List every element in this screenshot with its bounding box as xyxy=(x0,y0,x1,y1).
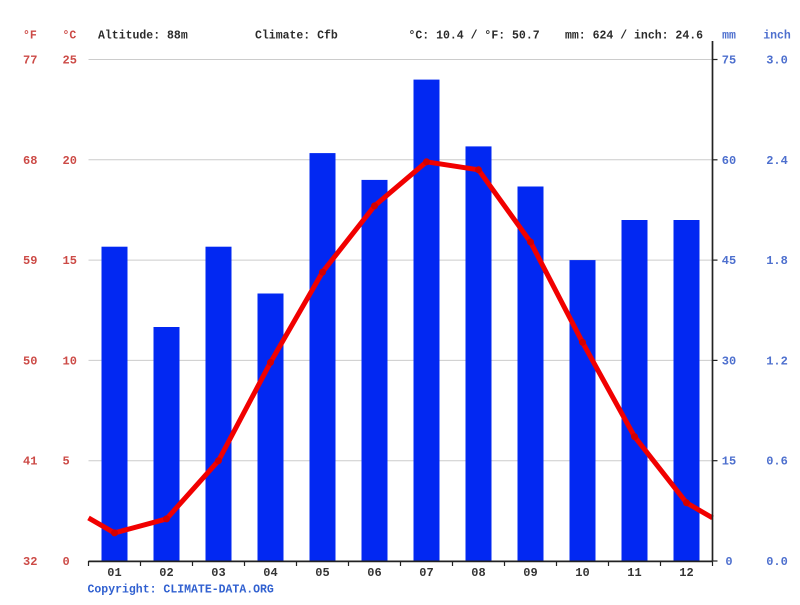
svg-text:07: 07 xyxy=(419,566,433,580)
svg-text:inch: inch xyxy=(763,30,791,43)
svg-text:77: 77 xyxy=(23,54,37,68)
svg-text:mm: mm xyxy=(722,30,736,43)
svg-text:12: 12 xyxy=(679,566,693,580)
svg-text:0.0: 0.0 xyxy=(766,555,788,569)
svg-text:59: 59 xyxy=(23,254,37,268)
svg-text:1.2: 1.2 xyxy=(766,354,788,368)
svg-text:09: 09 xyxy=(523,566,537,580)
svg-text:05: 05 xyxy=(315,566,329,580)
svg-text:5: 5 xyxy=(63,455,70,469)
svg-text:Altitude: 88m: Altitude: 88m xyxy=(98,30,188,43)
svg-text:0: 0 xyxy=(63,555,70,569)
svg-text:75: 75 xyxy=(722,54,736,68)
svg-text:°C: 10.4 / °F: 50.7: °C: 10.4 / °F: 50.7 xyxy=(409,30,540,43)
svg-text:15: 15 xyxy=(722,455,736,469)
svg-text:25: 25 xyxy=(63,54,77,68)
svg-text:06: 06 xyxy=(367,566,381,580)
svg-text:11: 11 xyxy=(627,566,641,580)
svg-text:mm: 624 / inch: 24.6: mm: 624 / inch: 24.6 xyxy=(565,30,703,43)
svg-text:32: 32 xyxy=(23,555,37,569)
svg-text:41: 41 xyxy=(23,455,37,469)
svg-text:3.0: 3.0 xyxy=(766,54,788,68)
svg-text:50: 50 xyxy=(23,354,37,368)
svg-text:0: 0 xyxy=(725,555,732,569)
svg-text:60: 60 xyxy=(722,154,736,168)
svg-text:68: 68 xyxy=(23,154,37,168)
svg-text:30: 30 xyxy=(722,354,736,368)
svg-text:03: 03 xyxy=(211,566,225,580)
svg-text:01: 01 xyxy=(107,566,121,580)
svg-text:08: 08 xyxy=(471,566,485,580)
svg-text:45: 45 xyxy=(722,254,736,268)
svg-text:04: 04 xyxy=(263,566,277,580)
svg-text:Climate: Cfb: Climate: Cfb xyxy=(255,30,338,43)
svg-text:2.4: 2.4 xyxy=(766,154,788,168)
svg-text:1.8: 1.8 xyxy=(766,254,788,268)
svg-text:°F: °F xyxy=(23,30,37,43)
svg-text:10: 10 xyxy=(575,566,589,580)
svg-text:°C: °C xyxy=(63,30,77,43)
svg-text:02: 02 xyxy=(159,566,173,580)
svg-text:Copyright: CLIMATE-DATA.ORG: Copyright: CLIMATE-DATA.ORG xyxy=(88,584,274,597)
svg-text:20: 20 xyxy=(63,154,77,168)
svg-text:15: 15 xyxy=(63,254,77,268)
svg-text:10: 10 xyxy=(63,354,77,368)
svg-text:0.6: 0.6 xyxy=(766,455,788,469)
